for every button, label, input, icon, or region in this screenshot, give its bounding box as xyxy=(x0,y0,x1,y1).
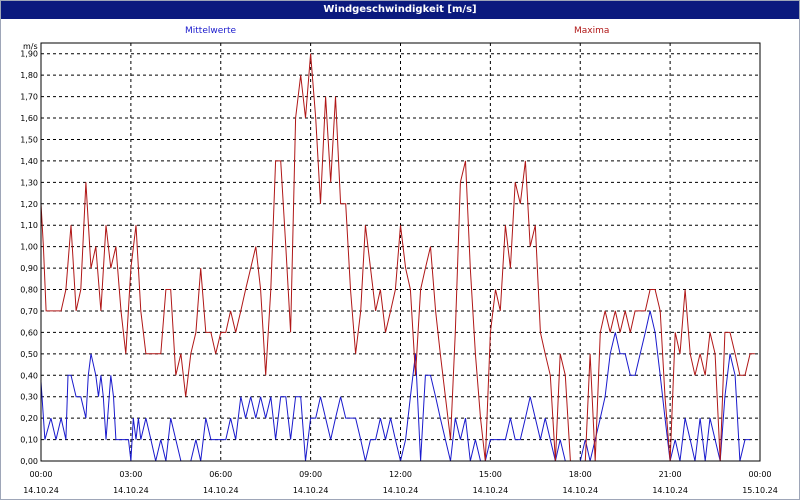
y-tick-label: 1,10 xyxy=(20,221,38,230)
x-tick-time: 09:00 xyxy=(299,470,322,479)
x-tick-time: 00:00 xyxy=(748,470,771,479)
x-tick-time: 15:00 xyxy=(479,470,502,479)
y-tick-label: 1,40 xyxy=(20,157,38,166)
x-tick-time: 06:00 xyxy=(209,470,232,479)
y-tick-label: 1,80 xyxy=(20,71,38,80)
x-tick-date: 15.10.24 xyxy=(742,486,778,495)
y-axis-label: m/s xyxy=(23,42,38,51)
x-tick-time: 21:00 xyxy=(659,470,682,479)
y-tick-label: 0,70 xyxy=(20,307,38,316)
y-tick-label: 0,30 xyxy=(20,393,38,402)
x-tick-date: 14.10.24 xyxy=(113,486,149,495)
y-tick-label: 1,00 xyxy=(20,243,38,252)
x-tick-date: 14.10.24 xyxy=(562,486,598,495)
x-tick-time: 18:00 xyxy=(569,470,592,479)
series-line-mittelwerte xyxy=(40,310,751,462)
y-tick-label: 1,50 xyxy=(20,135,38,144)
x-tick-labels: 00:00 14.10.24 03:00 14.10.24 06:00 14.10.24 0… xyxy=(23,470,778,495)
y-tick-label: 1,60 xyxy=(20,114,38,123)
series-line-maxima xyxy=(40,53,755,462)
y-tick-label: 0,40 xyxy=(20,371,38,380)
y-tick-label: 1,70 xyxy=(20,93,38,102)
x-tick-date: 14.10.24 xyxy=(23,486,59,495)
y-tick-label: 0,10 xyxy=(20,436,38,445)
data-series xyxy=(40,53,755,462)
x-tick-time: 03:00 xyxy=(119,470,142,479)
chart-title: Windgeschwindigkeit [m/s] xyxy=(1,1,799,19)
y-tick-labels: 0,00 0,10 0,20 0,30 0,40 0,50 0,60 0,70 0,80 0,90… xyxy=(20,50,38,466)
x-tick-date: 14.10.24 xyxy=(652,486,688,495)
y-tick-label: 1,30 xyxy=(20,178,38,187)
grid-lines xyxy=(41,43,760,462)
y-tick-label: 0,50 xyxy=(20,350,38,359)
y-tick-label: 0,00 xyxy=(20,457,38,466)
x-tick-date: 14.10.24 xyxy=(203,486,239,495)
x-tick-date: 14.10.24 xyxy=(473,486,509,495)
y-tick-label: 0,80 xyxy=(20,286,38,295)
y-tick-label: 1,90 xyxy=(20,50,38,59)
legend-maxima: Maxima xyxy=(574,26,610,36)
y-tick-label: 0,60 xyxy=(20,328,38,337)
x-tick-time: 00:00 xyxy=(29,470,52,479)
x-tick-date: 14.10.24 xyxy=(383,486,419,495)
y-tick-label: 0,20 xyxy=(20,414,38,423)
y-tick-label: 1,20 xyxy=(20,200,38,209)
plot-area-frame xyxy=(40,42,761,462)
legend-mittelwerte: Mittelwerte xyxy=(185,26,237,36)
x-tick-date: 14.10.24 xyxy=(293,486,329,495)
y-tick-label: 0,90 xyxy=(20,264,38,273)
x-tick-time: 12:00 xyxy=(389,470,412,479)
